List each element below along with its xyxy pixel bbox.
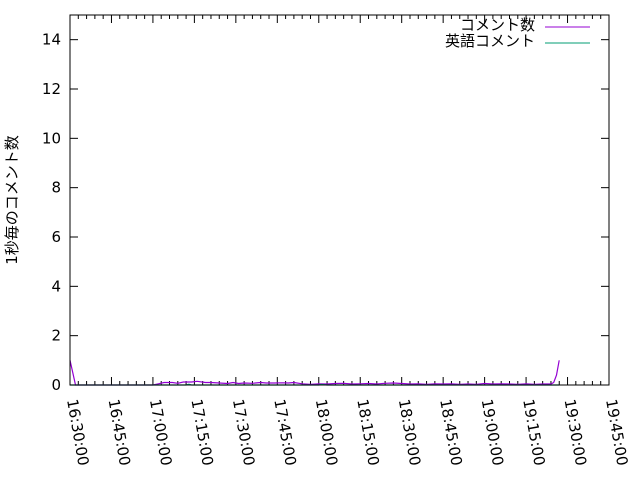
x-tick-label: 18:45:00 [436, 398, 465, 467]
x-tick-label: 16:30:00 [63, 398, 92, 467]
x-tick-label: 17:00:00 [146, 398, 175, 467]
plot-frame [69, 14, 610, 386]
x-tick-label: 18:00:00 [312, 398, 341, 467]
y-axis-label: 1秒毎のコメント数 [3, 135, 21, 265]
x-tick-label: 19:00:00 [478, 398, 507, 467]
x-tick-label: 19:15:00 [519, 398, 548, 467]
y-tick-label: 12 [42, 80, 61, 98]
x-tick-label: 17:15:00 [187, 398, 216, 467]
x-tick-label: 19:30:00 [561, 398, 590, 467]
x-tick-label: 18:15:00 [353, 398, 382, 467]
x-tick-label: 19:45:00 [602, 398, 631, 467]
legend: コメント数 英語コメント [445, 16, 590, 50]
y-tick-label: 2 [51, 327, 61, 345]
y-tick-label: 8 [51, 179, 61, 197]
x-tick-label: 18:30:00 [395, 398, 424, 467]
y-tick-label: 0 [51, 376, 61, 394]
x-tick-label: 17:30:00 [229, 398, 258, 467]
y-tick-label: 10 [42, 129, 61, 147]
legend-label-1: 英語コメント [445, 32, 535, 50]
y-tick-label: 4 [51, 277, 61, 295]
y-tick-label: 6 [51, 228, 61, 246]
legend-label-0: コメント数 [460, 16, 535, 34]
x-tick-label: 16:45:00 [105, 398, 134, 467]
series-line-0 [69, 360, 560, 386]
x-tick-label: 17:45:00 [270, 398, 299, 467]
y-tick-label: 14 [42, 31, 61, 49]
